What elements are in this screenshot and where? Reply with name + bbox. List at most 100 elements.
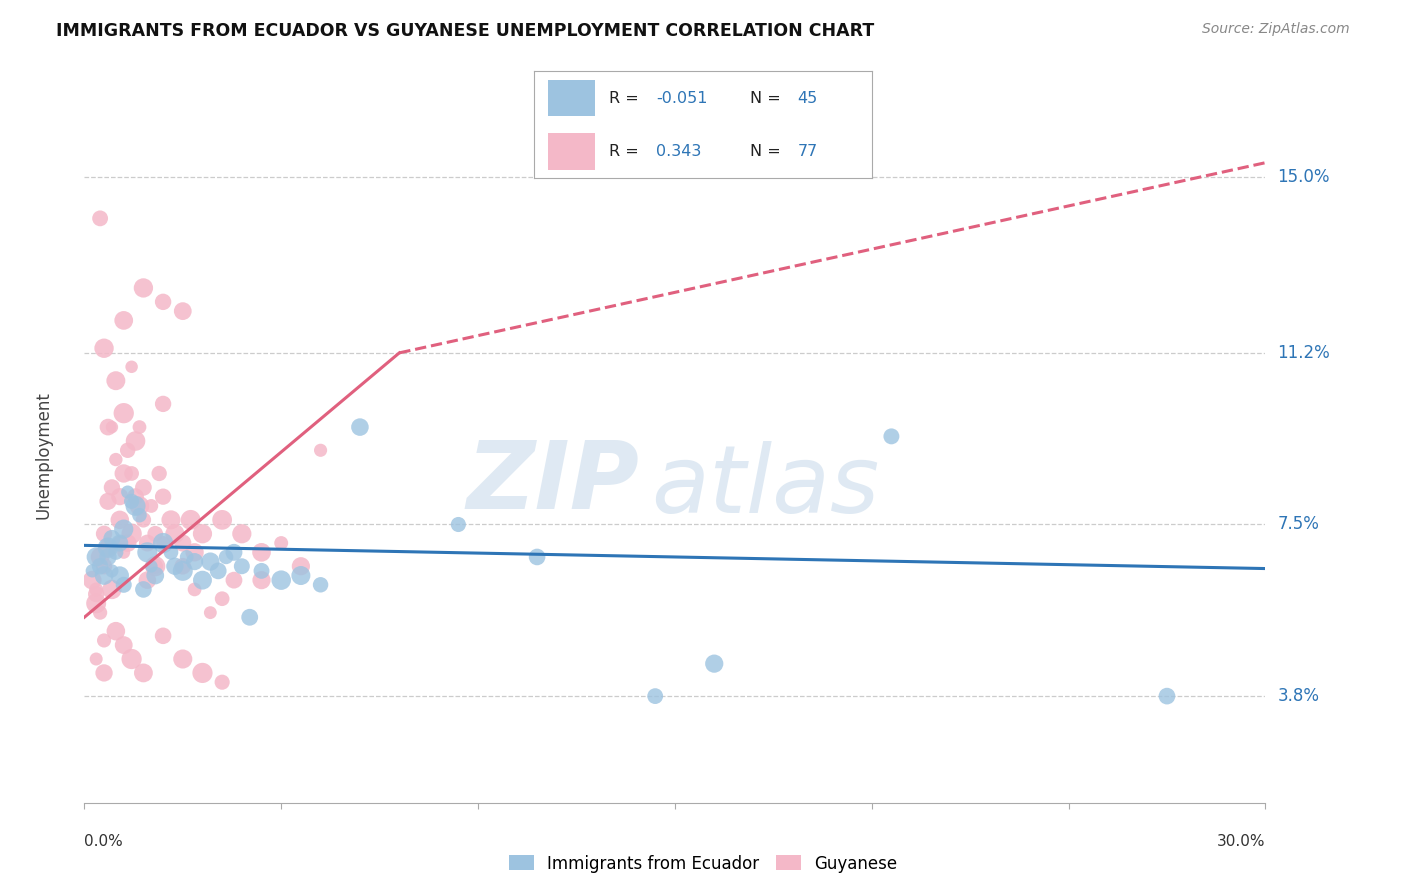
Point <box>183 555 205 569</box>
Point <box>89 211 111 226</box>
Point <box>1156 689 1178 703</box>
Point <box>93 568 115 582</box>
Point <box>152 294 174 309</box>
Point <box>211 513 233 527</box>
Point <box>290 559 312 574</box>
Point <box>132 665 155 680</box>
Text: Unemployment: Unemployment <box>34 391 52 519</box>
Point <box>222 573 245 587</box>
Text: atlas: atlas <box>651 441 880 532</box>
Point <box>231 526 253 541</box>
Point <box>128 499 150 513</box>
Point <box>84 652 107 666</box>
Point <box>183 582 205 597</box>
Point <box>309 578 332 592</box>
Point <box>84 596 107 610</box>
Point <box>191 573 214 587</box>
Point <box>143 559 166 574</box>
Point <box>97 541 120 555</box>
Point <box>176 549 198 564</box>
Point <box>183 545 205 559</box>
Point <box>124 490 146 504</box>
Point <box>172 304 194 318</box>
Point <box>211 591 233 606</box>
Text: N =: N = <box>751 145 786 159</box>
Point <box>526 549 548 564</box>
Point <box>117 536 139 550</box>
FancyBboxPatch shape <box>548 80 595 116</box>
Point <box>152 397 174 411</box>
Point <box>250 545 273 559</box>
Point <box>132 582 155 597</box>
Point <box>104 624 127 639</box>
Point <box>97 420 120 434</box>
Legend: Immigrants from Ecuador, Guyanese: Immigrants from Ecuador, Guyanese <box>502 848 904 880</box>
Point <box>117 485 139 500</box>
Point <box>270 536 292 550</box>
Point <box>93 633 115 648</box>
Point <box>152 536 174 550</box>
Text: Source: ZipAtlas.com: Source: ZipAtlas.com <box>1202 22 1350 37</box>
Point <box>172 559 194 574</box>
Text: R =: R = <box>609 91 644 105</box>
Text: 0.343: 0.343 <box>655 145 702 159</box>
Point <box>136 573 159 587</box>
Point <box>101 480 124 494</box>
Point <box>108 536 131 550</box>
FancyBboxPatch shape <box>548 134 595 169</box>
Point <box>121 359 143 374</box>
Point <box>180 513 202 527</box>
Point <box>93 665 115 680</box>
Point <box>89 606 111 620</box>
Point <box>239 610 262 624</box>
Point <box>160 513 183 527</box>
Point <box>112 522 135 536</box>
Point <box>112 578 135 592</box>
Point <box>124 434 146 448</box>
Point <box>132 281 155 295</box>
Point <box>152 536 174 550</box>
Point <box>191 526 214 541</box>
Point <box>141 499 163 513</box>
Point <box>200 606 222 620</box>
Point <box>152 629 174 643</box>
Point <box>89 559 111 574</box>
Point <box>104 545 127 559</box>
Point <box>163 559 186 574</box>
Point <box>97 541 120 555</box>
Text: N =: N = <box>751 91 786 105</box>
Point <box>250 564 273 578</box>
Point <box>132 513 155 527</box>
Text: IMMIGRANTS FROM ECUADOR VS GUYANESE UNEMPLOYMENT CORRELATION CHART: IMMIGRANTS FROM ECUADOR VS GUYANESE UNEM… <box>56 22 875 40</box>
Point <box>207 564 229 578</box>
Point <box>82 564 104 578</box>
Text: 45: 45 <box>797 91 818 105</box>
Text: ZIP: ZIP <box>467 437 640 529</box>
Point <box>211 675 233 690</box>
Point <box>136 545 159 559</box>
Point <box>93 526 115 541</box>
Point <box>231 559 253 574</box>
Point <box>136 536 159 550</box>
Point <box>290 568 312 582</box>
Point <box>128 508 150 523</box>
Point <box>880 429 903 443</box>
Point <box>101 564 124 578</box>
Point <box>349 420 371 434</box>
Text: 77: 77 <box>797 145 818 159</box>
Point <box>163 526 186 541</box>
Point <box>270 573 292 587</box>
Point <box>108 536 131 550</box>
Point <box>117 443 139 458</box>
Point <box>143 559 166 574</box>
Point <box>447 517 470 532</box>
Point <box>143 526 166 541</box>
Point <box>84 582 107 597</box>
Point <box>172 652 194 666</box>
Point <box>89 549 111 564</box>
Point <box>97 549 120 564</box>
Point <box>200 555 222 569</box>
Text: R =: R = <box>609 145 644 159</box>
Point <box>112 545 135 559</box>
Point <box>121 494 143 508</box>
